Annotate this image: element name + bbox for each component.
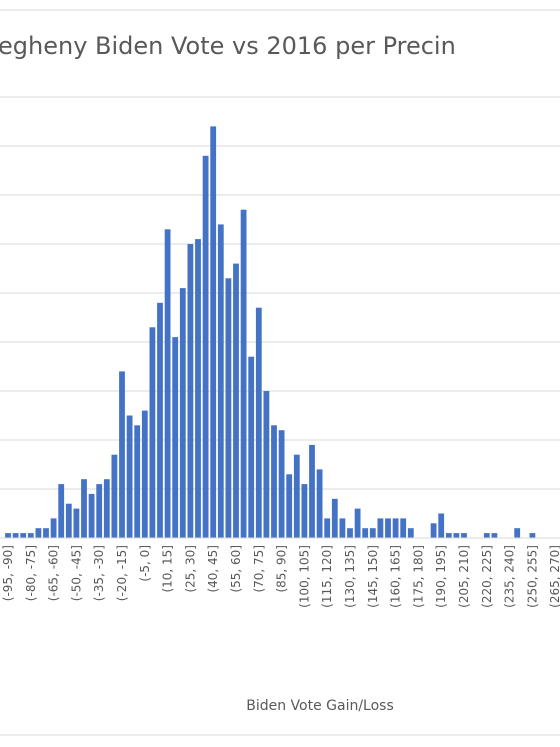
bar — [309, 444, 315, 538]
bar — [35, 528, 42, 538]
bar — [400, 518, 407, 538]
bar — [461, 533, 467, 538]
x-tick-label: (-35, -30] — [92, 545, 106, 601]
bar — [347, 528, 353, 538]
x-tick-label: (70, 75] — [252, 545, 266, 593]
bar — [362, 528, 369, 538]
bar — [233, 263, 239, 538]
bar — [73, 508, 80, 538]
x-tick-label: (205, 210] — [457, 545, 471, 608]
bar — [225, 278, 232, 538]
bar — [149, 327, 156, 538]
x-tick-label: (115, 120] — [320, 545, 334, 608]
bar — [217, 224, 224, 538]
x-tick-label: (85, 90] — [275, 545, 289, 593]
bar — [58, 484, 65, 538]
bar — [20, 533, 27, 538]
bar — [293, 454, 300, 538]
bar — [187, 244, 194, 538]
bar — [111, 454, 118, 538]
bar — [316, 469, 323, 538]
bar — [354, 508, 361, 538]
bar — [407, 528, 414, 538]
bar — [50, 518, 57, 538]
x-tick-label: (265, 270] — [548, 545, 560, 608]
x-tick-label: (10, 15] — [161, 545, 175, 593]
x-tick-label: (-65, -60] — [47, 545, 61, 601]
bar — [430, 523, 437, 538]
bar — [286, 474, 293, 538]
bar — [529, 533, 536, 538]
x-tick-label: (175, 180] — [411, 545, 425, 608]
x-tick-label: (40, 45] — [206, 545, 220, 593]
x-tick-label: (130, 135] — [343, 545, 357, 608]
bar — [255, 307, 262, 538]
bar — [339, 518, 346, 538]
bar — [5, 533, 11, 538]
bar — [195, 239, 201, 538]
bar — [179, 288, 186, 538]
bar — [377, 518, 384, 538]
x-tick-label: (100, 105] — [297, 545, 311, 608]
chart-title: egheny Biden Vote vs 2016 per Precin — [0, 32, 456, 60]
bar — [210, 126, 217, 539]
x-tick-label: (250, 255] — [525, 545, 539, 608]
bar — [126, 415, 133, 538]
bar — [141, 410, 148, 538]
bar — [385, 518, 391, 538]
bar — [103, 479, 110, 538]
bar — [164, 229, 171, 539]
bar — [157, 302, 163, 538]
x-tick-label: (-50, -45] — [69, 545, 83, 601]
x-tick-label: (220, 225] — [480, 545, 494, 608]
x-tick-label: (-95, -90] — [1, 545, 15, 601]
bar — [301, 484, 308, 538]
bar — [445, 533, 452, 538]
bar — [119, 371, 125, 538]
bar — [271, 425, 277, 538]
bar — [248, 356, 255, 538]
bar — [81, 479, 87, 538]
bar — [172, 337, 179, 538]
bar — [278, 430, 285, 538]
bar — [27, 533, 34, 538]
x-tick-label: (160, 165] — [389, 545, 403, 608]
bar — [96, 484, 103, 538]
bar — [65, 503, 72, 538]
bar — [88, 493, 95, 538]
x-tick-label: (25, 30] — [183, 545, 197, 593]
x-tick-label: (190, 195] — [434, 545, 448, 608]
bar — [483, 533, 490, 538]
bar — [514, 528, 521, 538]
bar — [263, 391, 270, 538]
bar — [240, 209, 247, 538]
x-tick-label: (235, 240] — [503, 545, 517, 608]
x-tick-label: (55, 60] — [229, 545, 243, 593]
bar — [43, 528, 49, 538]
bar — [453, 533, 460, 538]
bar — [491, 533, 498, 538]
bar — [12, 533, 19, 538]
bar — [392, 518, 399, 538]
x-tick-label: (145, 150] — [366, 545, 380, 608]
bar — [202, 155, 209, 539]
bar — [369, 528, 376, 538]
bar — [134, 425, 141, 538]
x-axis-title: Biden Vote Gain/Loss — [246, 698, 394, 714]
x-tick-label: (-5, 0] — [138, 545, 152, 582]
bar — [324, 518, 331, 538]
bar — [438, 513, 445, 538]
x-tick-label: (-80, -75] — [24, 545, 38, 601]
x-tick-label: (-20, -15] — [115, 545, 129, 601]
bar — [331, 498, 338, 538]
